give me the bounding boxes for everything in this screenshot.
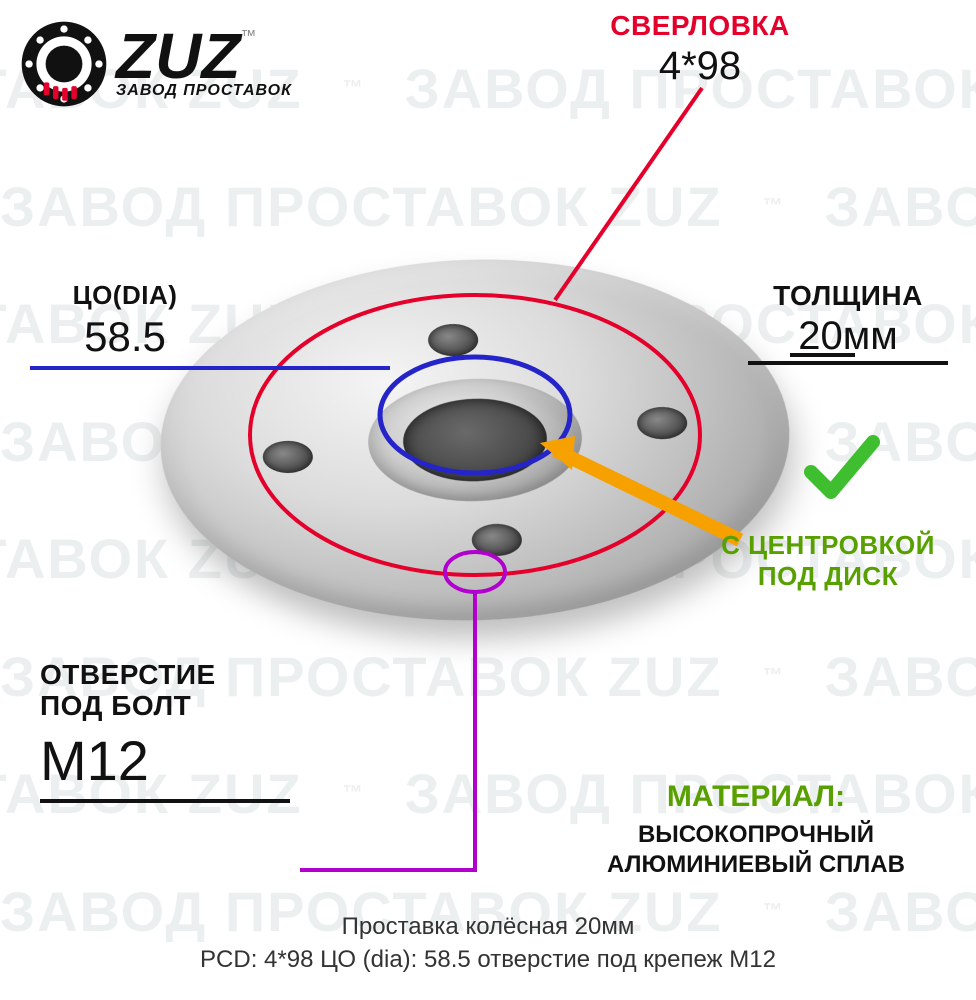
thickness-label: ТОЛЩИНА 20мм <box>748 280 948 365</box>
center-bore-label: ЦО(DIA) 58.5 <box>30 280 220 361</box>
bearing-icon <box>18 18 110 110</box>
footer-caption: Проставка колёсная 20мм PCD: 4*98 ЦО (di… <box>0 911 976 976</box>
check-icon <box>801 430 881 510</box>
brand-subtitle: ЗАВОД ПРОСТАВОК <box>116 82 292 100</box>
drilling-label: СВЕРЛОВКА 4*98 <box>570 10 830 89</box>
bolt-hole-label: ОТВЕРСТИЕ ПОД БОЛТ М12 <box>40 660 310 803</box>
dia-underline <box>30 366 390 370</box>
brand-logo: ZUZ™ ЗАВОД ПРОСТАВОК <box>18 18 338 110</box>
material-label: МАТЕРИАЛ: ВЫСОКОПРОЧНЫЙ АЛЮМИНИЕВЫЙ СПЛА… <box>566 780 946 880</box>
centered-note: С ЦЕНТРОВКОЙ ПОД ДИСК <box>708 530 948 592</box>
